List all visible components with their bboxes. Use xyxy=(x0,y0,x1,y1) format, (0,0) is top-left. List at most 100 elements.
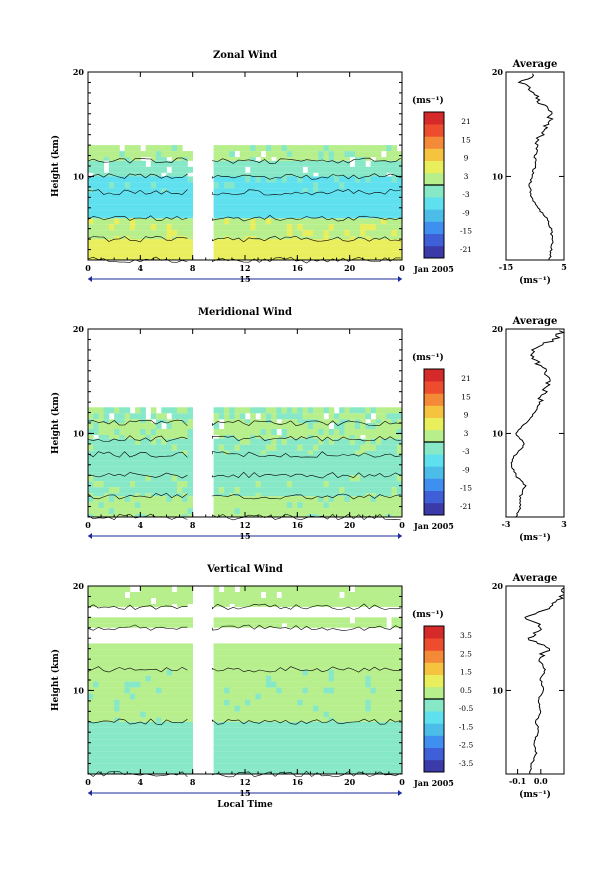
heat-cell xyxy=(88,198,94,205)
heat-cell xyxy=(245,475,251,482)
heat-cell xyxy=(145,675,152,682)
heat-cell xyxy=(129,502,136,509)
heat-cell xyxy=(313,733,319,740)
heat-cell xyxy=(88,751,94,758)
heat-cell xyxy=(265,176,272,183)
heat-cell xyxy=(354,586,361,592)
heat-cell xyxy=(129,176,136,183)
heat-cell xyxy=(135,745,141,752)
heat-cell xyxy=(344,675,350,682)
heat-cell xyxy=(370,192,377,199)
heat-cell xyxy=(365,675,371,682)
heat-cell xyxy=(135,502,141,509)
heat-cell xyxy=(124,661,131,668)
heat-cell xyxy=(396,236,403,240)
heat-cell xyxy=(129,667,136,670)
heat-cell xyxy=(103,705,110,712)
x-tick-label: 12 xyxy=(239,263,250,273)
heat-cell xyxy=(381,623,387,628)
heat-cell xyxy=(135,687,141,694)
heat-cell xyxy=(114,487,120,494)
heat-cell xyxy=(381,717,387,722)
heat-cell xyxy=(213,454,220,461)
heat-cell xyxy=(370,230,377,237)
heat-cell xyxy=(88,257,94,260)
heat-cell xyxy=(265,198,272,205)
heat-cell xyxy=(145,592,152,598)
heat-cell xyxy=(328,711,335,718)
heat-cell xyxy=(161,475,167,482)
heat-cell xyxy=(354,661,361,668)
heat-cell xyxy=(213,681,220,688)
heat-cell xyxy=(145,667,152,670)
heat-cell xyxy=(318,586,324,592)
heat-cell xyxy=(271,239,277,246)
heat-cell xyxy=(271,251,277,258)
heat-cell xyxy=(302,182,309,189)
heat-cell xyxy=(391,667,398,670)
heat-cell xyxy=(177,693,183,700)
heat-cell xyxy=(349,681,356,688)
heat-cell xyxy=(224,407,230,414)
heat-cell xyxy=(140,466,146,473)
heat-cell xyxy=(323,239,330,246)
heat-cell xyxy=(171,166,178,173)
heat-cell xyxy=(239,230,246,237)
heat-cell xyxy=(302,493,309,497)
heat-cell xyxy=(307,218,314,225)
heat-cell xyxy=(250,475,256,482)
heat-cell xyxy=(302,429,309,435)
heat-cell xyxy=(381,514,387,517)
heat-cell xyxy=(302,643,309,650)
heat-cell xyxy=(213,198,220,205)
heat-cell xyxy=(229,454,235,461)
heat-cell xyxy=(344,487,350,494)
heat-cell xyxy=(281,151,288,158)
heat-cell xyxy=(334,472,340,476)
heat-cell xyxy=(323,617,330,624)
heat-cell xyxy=(318,188,324,193)
heat-cell xyxy=(365,188,371,193)
colorbar-segment xyxy=(424,245,444,259)
heat-cell xyxy=(260,717,267,722)
heat-cell xyxy=(145,472,152,476)
heat-cell xyxy=(93,769,99,774)
heat-cell xyxy=(213,182,220,189)
heat-cell xyxy=(328,157,335,161)
colorbar-segment xyxy=(424,686,444,700)
heat-cell xyxy=(260,496,267,503)
heat-cell xyxy=(360,481,366,488)
heat-cell xyxy=(396,586,403,592)
heat-cell xyxy=(119,188,125,193)
heat-cell xyxy=(365,413,371,420)
heat-cell xyxy=(156,475,162,482)
heat-cell xyxy=(302,649,309,656)
heat-cell xyxy=(114,429,120,435)
heat-cell xyxy=(292,204,298,211)
heat-cell xyxy=(381,681,387,688)
heat-cell xyxy=(182,763,188,770)
heat-cell xyxy=(328,604,335,607)
heat-cell xyxy=(187,592,193,598)
heat-cell xyxy=(365,655,371,662)
heat-cell xyxy=(218,224,225,231)
heat-cell xyxy=(281,655,288,662)
heat-cell xyxy=(213,475,220,482)
heat-cell xyxy=(375,617,382,624)
heat-cell xyxy=(391,705,398,712)
heat-cell xyxy=(250,257,256,260)
colorbar-segment xyxy=(424,626,444,639)
heat-cell xyxy=(292,151,298,158)
heat-cell xyxy=(349,145,356,152)
heat-cell xyxy=(386,655,392,662)
heat-cell xyxy=(386,239,392,246)
heat-cell xyxy=(182,508,188,515)
heat-cell xyxy=(129,661,136,668)
heat-cell xyxy=(323,592,330,598)
heat-cell xyxy=(292,721,298,728)
heat-cell xyxy=(297,693,303,700)
heat-cell xyxy=(260,450,267,455)
heat-cell xyxy=(370,419,377,423)
heat-cell xyxy=(396,210,403,217)
heat-cell xyxy=(103,699,110,706)
